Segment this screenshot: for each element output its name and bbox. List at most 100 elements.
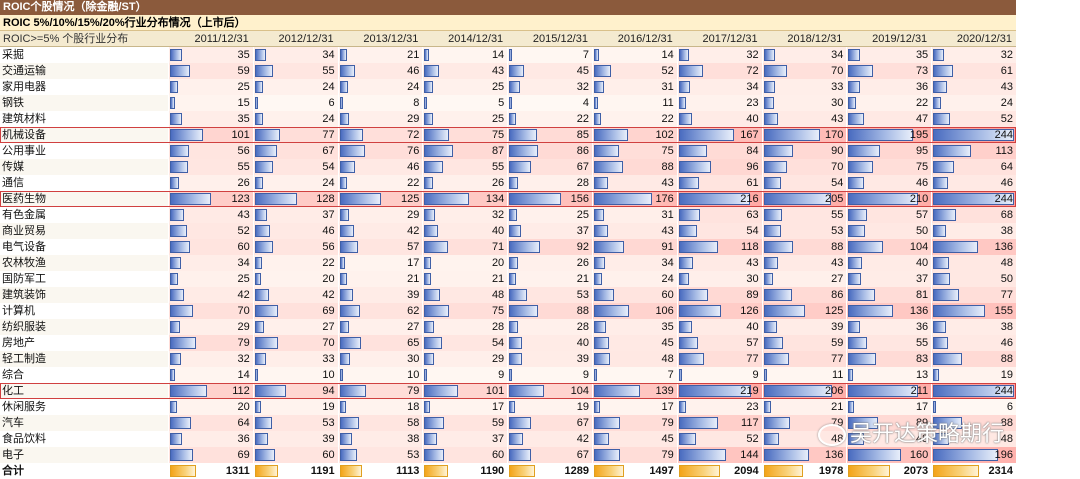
value-label: 65: [407, 337, 420, 349]
data-bar: [509, 401, 516, 413]
data-bar: [678, 177, 699, 189]
data-bar: [763, 257, 778, 269]
value-label: 63: [746, 209, 759, 221]
value-cell: 170: [761, 127, 847, 143]
value-cell: 113: [931, 143, 1016, 159]
data-bar: [254, 241, 274, 253]
value-label: 62: [407, 305, 420, 317]
value-cell: 88: [761, 239, 847, 255]
value-cell: 206: [761, 383, 847, 399]
value-label: 56: [322, 241, 335, 253]
value-label: 14: [661, 49, 674, 61]
value-label: 67: [576, 417, 589, 429]
data-bar: [424, 433, 437, 445]
data-bar: [933, 177, 949, 189]
value-cell: 47: [846, 111, 932, 127]
value-cell: 32: [168, 351, 253, 367]
data-bar: [678, 465, 721, 477]
value-cell: 244: [931, 383, 1016, 399]
data-bar: [678, 65, 703, 77]
value-label: 37: [491, 433, 505, 445]
value-cell: 59: [422, 415, 508, 431]
value-cell: 156: [507, 191, 592, 207]
value-label: 113: [995, 145, 1013, 157]
data-bar: [594, 209, 605, 221]
value-label: 43: [661, 177, 674, 189]
data-bar: [424, 289, 441, 301]
value-label: 87: [491, 145, 505, 157]
value-label: 205: [825, 193, 844, 205]
value-cell: 21: [337, 271, 423, 287]
data-bar: [170, 209, 185, 221]
value-label: 1311: [225, 465, 250, 477]
table-row: 休闲服务 20 19 18 17 19 17 23 21 17 6: [0, 399, 1016, 415]
value-cell: 40: [846, 255, 932, 271]
value-cell: 34: [761, 47, 847, 63]
value-label: 77: [831, 353, 844, 365]
value-cell: 205: [761, 191, 847, 207]
value-cell: 244: [931, 127, 1016, 143]
value-cell: 70: [168, 303, 253, 319]
value-label: 88: [661, 161, 674, 173]
value-label: 43: [1000, 81, 1013, 93]
value-cell: 2073: [846, 463, 932, 479]
value-label: 9: [582, 369, 589, 381]
value-cell: 38: [931, 223, 1016, 239]
value-label: 84: [746, 145, 759, 157]
value-label: 155: [994, 305, 1013, 317]
value-label: 1113: [396, 465, 420, 477]
value-label: 32: [1000, 49, 1013, 61]
table-row: 国防军工 25 20 21 21 21 24 30 27 37 50: [0, 271, 1016, 287]
value-label: 46: [407, 65, 420, 77]
value-label: 75: [491, 129, 505, 141]
value-cell: 40: [676, 111, 762, 127]
value-cell: 1191: [252, 463, 338, 479]
value-label: 32: [576, 81, 589, 93]
data-bar: [933, 145, 971, 157]
value-label: 39: [407, 289, 420, 301]
data-bar: [678, 209, 700, 221]
value-cell: 134: [422, 191, 508, 207]
data-bar: [170, 305, 194, 317]
value-label: 52: [237, 225, 250, 237]
value-label: 139: [655, 385, 674, 397]
value-cell: 22: [592, 111, 677, 127]
value-label: 75: [915, 161, 929, 173]
data-bar: [254, 193, 298, 205]
value-label: 48: [1000, 433, 1013, 445]
value-cell: 126: [676, 303, 762, 319]
value-cell: 29: [337, 111, 423, 127]
value-label: 37: [322, 209, 335, 221]
value-cell: 50: [931, 271, 1016, 287]
value-cell: 61: [676, 175, 762, 191]
data-bar: [339, 97, 343, 109]
table-row: 纺织服装 29 27 27 28 28 35 40 39 36 38: [0, 319, 1016, 335]
data-bar: [848, 97, 856, 109]
table-row: 有色金属 43 37 29 32 25 31 63 55 57 68: [0, 207, 1016, 223]
value-cell: 42: [252, 287, 338, 303]
value-label: 46: [1000, 337, 1013, 349]
value-cell: 70: [761, 159, 847, 175]
value-cell: 128: [252, 191, 338, 207]
value-cell: 77: [252, 127, 338, 143]
value-label: 22: [576, 113, 589, 125]
value-cell: 195: [846, 127, 932, 143]
value-label: 1497: [649, 465, 674, 477]
value-cell: 37: [846, 271, 932, 287]
value-label: 42: [576, 433, 589, 445]
value-label: 34: [746, 81, 759, 93]
data-bar: [339, 257, 346, 269]
year-header: 2015/12/31: [532, 33, 588, 45]
value-label: 90: [831, 145, 844, 157]
data-bar: [763, 305, 805, 317]
value-cell: 70: [761, 63, 847, 79]
data-bar: [594, 241, 625, 253]
value-cell: 42: [168, 287, 253, 303]
value-label: 19: [1000, 369, 1013, 381]
table-row: 钢铁 15 6 8 5 4 11 23 30 22 24: [0, 95, 1016, 111]
data-bar: [509, 193, 561, 205]
value-cell: 54: [676, 223, 762, 239]
data-bar: [933, 337, 949, 349]
data-bar: [594, 401, 600, 413]
data-bar: [170, 81, 179, 93]
